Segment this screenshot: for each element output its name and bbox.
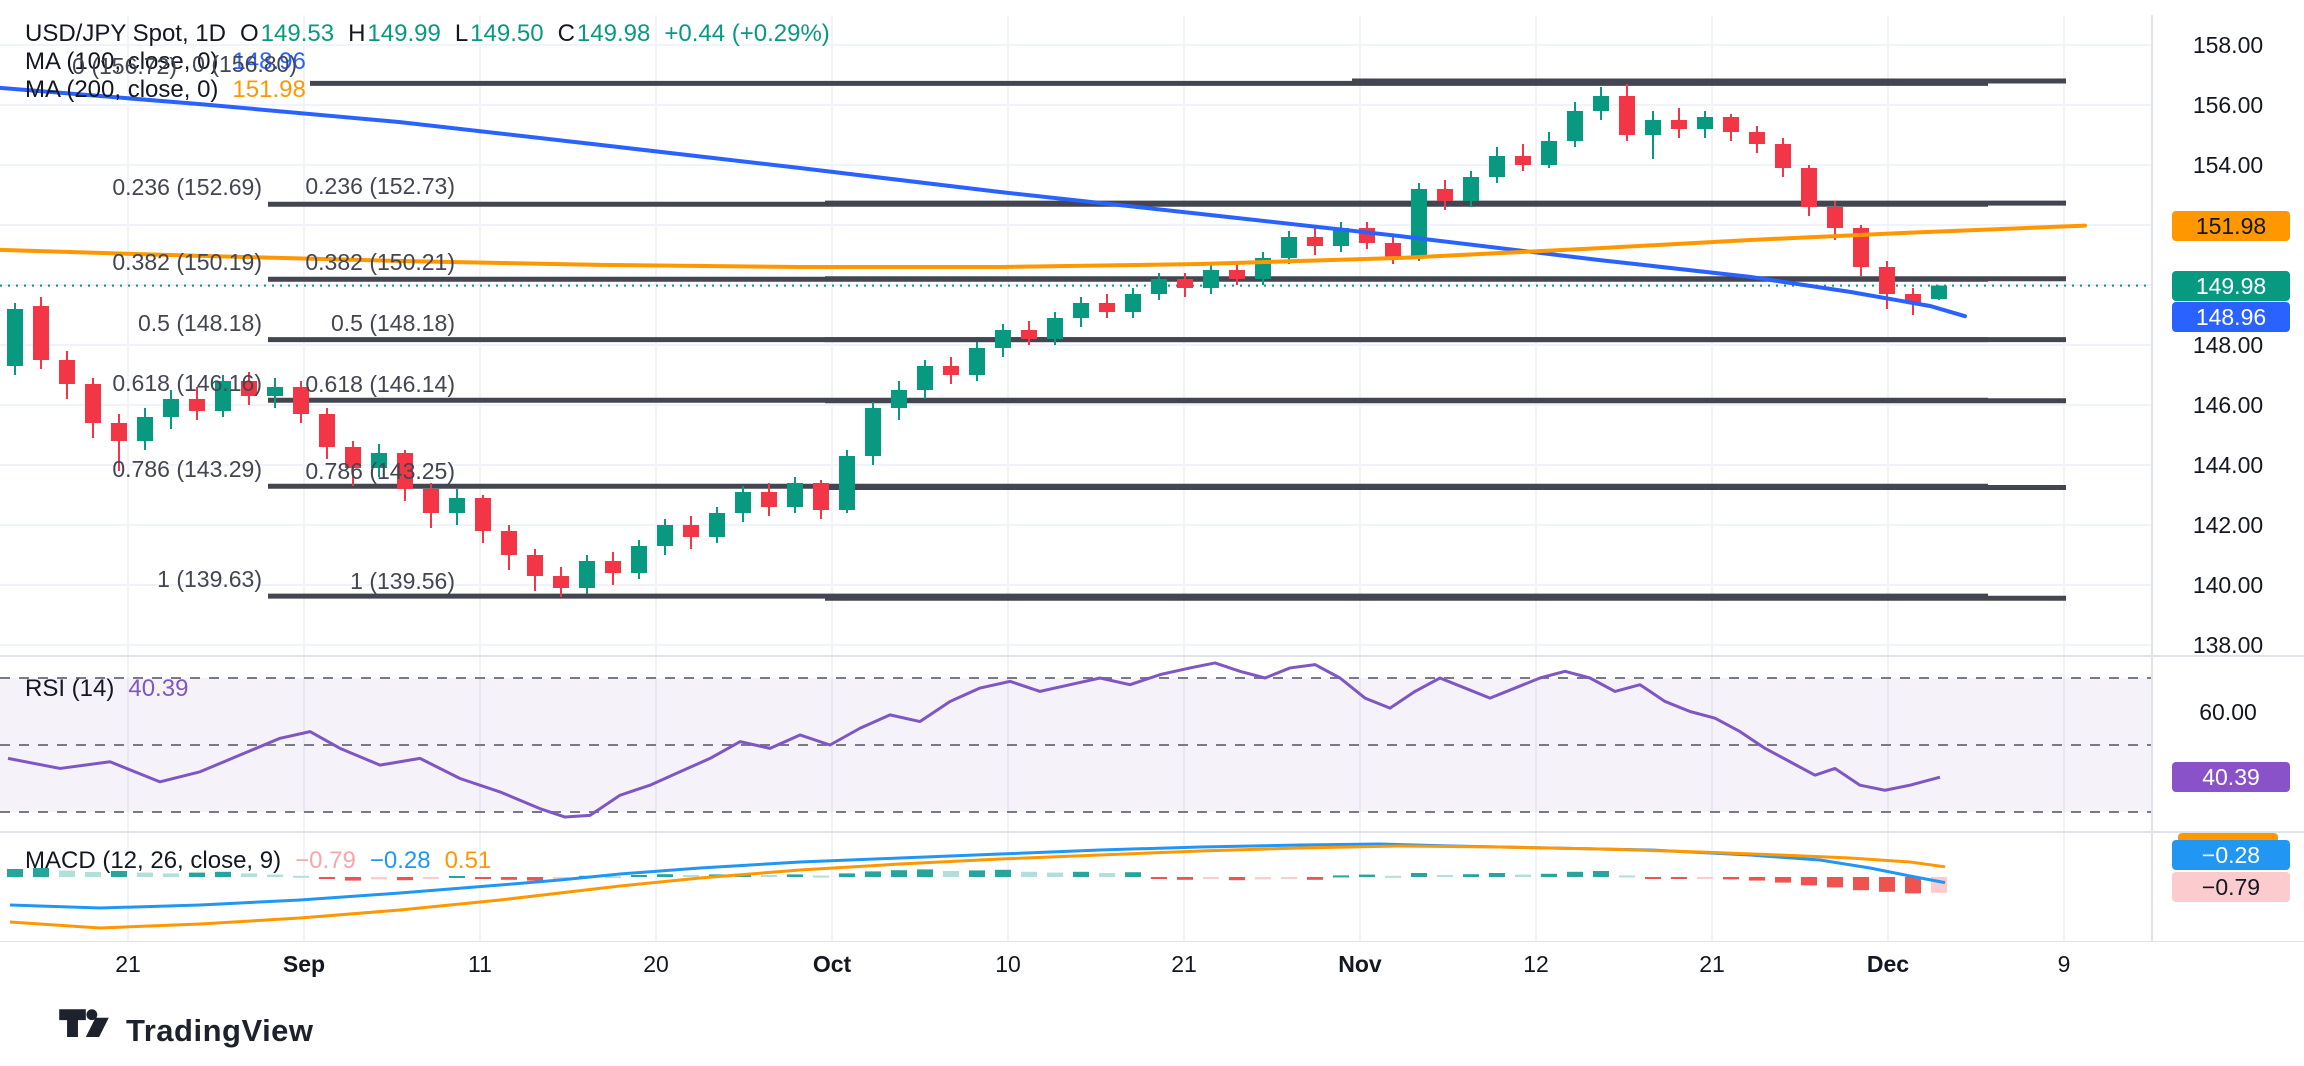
- time-axis[interactable]: [0, 942, 2304, 990]
- price-axis[interactable]: [2152, 15, 2304, 942]
- tradingview-logo-icon: [59, 1009, 109, 1038]
- tradingview-logo[interactable]: TradingView: [58, 1008, 314, 1054]
- chart-canvas[interactable]: [0, 0, 2304, 942]
- tradingview-logo-text: TradingView: [126, 1013, 314, 1048]
